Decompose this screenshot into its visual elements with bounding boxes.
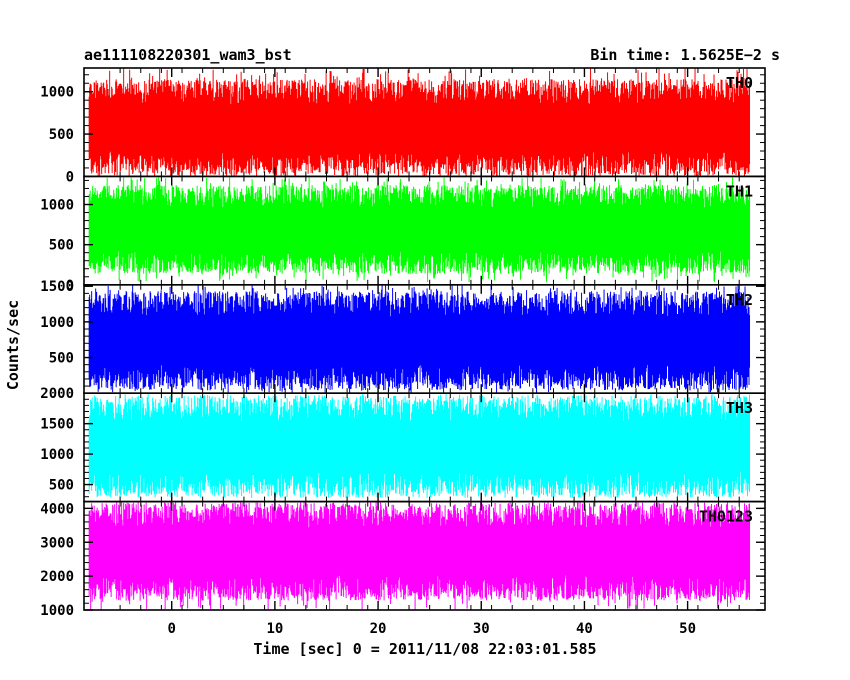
x-tick-label: 10 [266,621,283,637]
panel-label-th2: TH2 [726,291,753,309]
y-tick-label: 2000 [40,569,74,585]
series-th1 [88,176,751,283]
series-th0123 [88,501,751,610]
panel-th2: 500 1000 1500 TH2 [40,279,766,394]
y-tick-label: 1500 [40,279,74,295]
chart-title: ae111108220301_wam3_bst [84,46,292,64]
series-th2 [88,284,751,394]
y-tick-label: 4000 [40,501,74,517]
x-tick-label: 0 [167,621,175,637]
panel-th0: 0 500 1000 TH0 [40,67,766,185]
y-tick-label: 500 [49,478,74,494]
y-tick-label: 1000 [40,198,74,214]
y-tick-label: 1000 [40,315,74,331]
series-th3 [88,393,751,498]
x-tick-label: 50 [679,621,696,637]
panel-label-th0123: TH0123 [699,508,753,526]
bin-time-label: Bin time: 1.5625E−2 s [590,46,780,64]
x-tick-label: 40 [576,621,593,637]
panel-label-th1: TH1 [726,182,753,200]
panels-group: 0 500 1000 TH0 0 500 1000 TH1 500 1000 1500 TH2 500 1… [40,67,766,619]
y-tick-label: 1000 [40,85,74,101]
y-tick-label: 0 [66,169,74,185]
y-axis-label: Counts/sec [4,300,22,390]
y-tick-label: 500 [49,127,74,143]
x-axis: 0 10 20 30 40 50 [167,621,696,637]
y-tick-label: 1000 [40,603,74,619]
series-th0 [88,68,751,177]
y-tick-label: 0 [66,278,74,294]
y-tick-label: 1500 [40,417,74,433]
x-tick-label: 30 [473,621,490,637]
y-tick-label: 1000 [40,447,74,463]
panel-label-th3: TH3 [726,399,753,417]
y-tick-label: 500 [49,351,74,367]
panel-th1: 0 500 1000 TH1 [40,175,766,294]
panel-label-th0: TH0 [726,74,753,92]
y-tick-label: 3000 [40,535,74,551]
y-tick-label: 500 [49,238,74,254]
panel-th3: 500 1000 1500 2000 TH3 [40,386,766,503]
x-axis-label: Time [sec] 0 = 2011/11/08 22:03:01.585 [253,640,596,658]
panel-th0123: 1000 2000 3000 4000 TH0123 [40,500,766,619]
y-tick-label: 2000 [40,386,74,402]
x-tick-label: 20 [370,621,387,637]
